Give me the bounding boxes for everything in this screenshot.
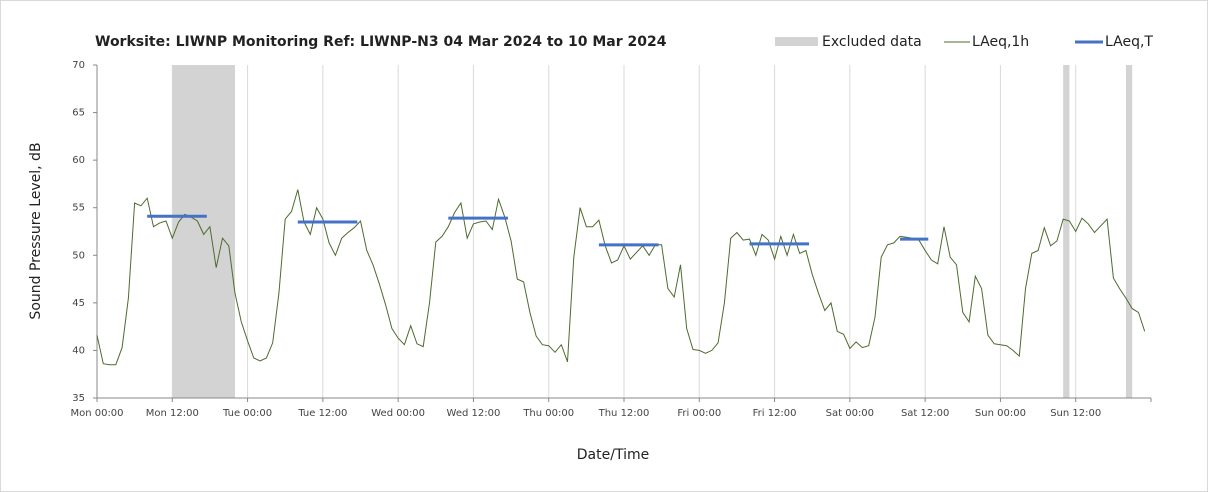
excluded-band [172,65,236,398]
y-tick-label: 40 [72,345,85,356]
x-tick-label: Tue 00:00 [222,408,272,419]
legend-label: LAeq,1h [972,34,1029,50]
y-tick-label: 70 [72,60,85,71]
excluded-band [1063,65,1070,398]
y-axis-label: Sound Pressure Level, dB [28,142,44,319]
y-tick-label: 50 [72,250,85,261]
x-axis-label: Date/Time [577,447,649,463]
legend-label: LAeq,T [1105,34,1153,50]
chart-title: Worksite: LIWNP Monitoring Ref: LIWNP-N3… [95,34,667,50]
y-tick-label: 35 [72,393,85,404]
data-line [96,189,1146,366]
excluded-band [1125,65,1133,398]
x-tick-label: Thu 12:00 [598,408,650,419]
y-tick-label: 45 [72,298,85,309]
y-tick-label: 60 [72,155,85,166]
legend: Excluded data LAeq,1h LAeq,T [775,34,1153,50]
x-tick-label: Fri 12:00 [753,408,797,419]
legend-swatch [775,37,818,46]
x-tick-label: Tue 12:00 [297,408,347,419]
x-tick-label: Mon 00:00 [70,408,123,419]
x-tick-label: Fri 00:00 [677,408,721,419]
legend-label: Excluded data [822,34,922,50]
x-tick-label: Sat 00:00 [826,408,874,419]
x-tick-label: Sun 00:00 [975,408,1026,419]
x-tick-label: Wed 12:00 [447,408,501,419]
y-tick-label: 65 [72,108,85,119]
x-tick-label: Wed 00:00 [371,408,425,419]
y-tick-label: 55 [72,203,85,214]
x-tick-label: Mon 12:00 [146,408,199,419]
x-tick-label: Sat 12:00 [901,408,949,419]
x-tick-label: Sun 12:00 [1050,408,1101,419]
x-tick-label: Thu 00:00 [522,408,574,419]
